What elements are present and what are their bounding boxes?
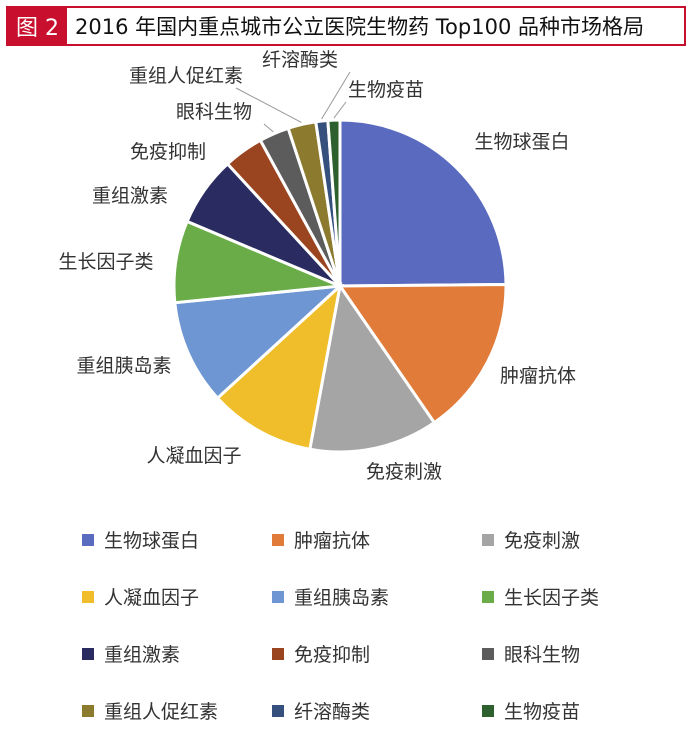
leader-line <box>321 71 351 120</box>
pie-slice <box>326 118 342 287</box>
legend-item: 肿瘤抗体 <box>272 526 370 553</box>
slice-label: 生物球蛋白 <box>474 131 569 153</box>
legend-item: 重组人促红素 <box>82 697 218 724</box>
slice-label: 免疫刺激 <box>366 461 442 483</box>
slice-label: 免疫抑制 <box>130 141 206 163</box>
chart-title: 2016 年国内重点城市公立医院生物药 Top100 品种市场格局 <box>75 15 644 39</box>
legend-label: 生长因子类 <box>504 587 600 609</box>
legend-swatch <box>482 533 494 546</box>
legend-swatch <box>272 647 284 660</box>
figure-number-tag: 图 2 <box>8 8 67 44</box>
slice-label: 眼科生物 <box>176 101 252 123</box>
legend-label: 免疫刺激 <box>504 530 581 552</box>
legend-item: 重组激素 <box>82 640 180 667</box>
legend-swatch <box>272 533 284 546</box>
legend-swatch <box>82 704 94 717</box>
legend-label: 重组胰岛素 <box>294 587 390 609</box>
legend-label: 肿瘤抗体 <box>294 530 371 552</box>
legend-label: 重组激素 <box>104 644 181 666</box>
legend-item: 免疫刺激 <box>482 526 580 553</box>
legend-label: 生物疫苗 <box>504 701 581 723</box>
slice-label: 重组人促红素 <box>129 65 243 87</box>
legend-swatch <box>82 647 94 660</box>
legend-swatch <box>272 590 284 603</box>
legend-item: 生物球蛋白 <box>82 526 199 553</box>
slice-label: 人凝血因子 <box>146 445 241 467</box>
legend-item: 眼科生物 <box>482 640 580 667</box>
legend-item: 重组胰岛素 <box>272 583 389 610</box>
slice-label: 重组激素 <box>92 185 168 207</box>
legend-label: 眼科生物 <box>504 644 581 666</box>
legend-label: 重组人促红素 <box>104 701 219 723</box>
slice-label: 重组胰岛素 <box>76 355 171 377</box>
legend-swatch <box>482 704 494 717</box>
pie-slice <box>308 282 437 454</box>
legend-item: 生物疫苗 <box>482 697 580 724</box>
legend-swatch <box>82 533 94 546</box>
slice-label: 肿瘤抗体 <box>500 365 576 387</box>
legend-item: 纤溶酶类 <box>272 697 370 724</box>
pie-slice <box>215 281 343 451</box>
legend-label: 免疫抑制 <box>294 644 371 666</box>
legend-label: 生物球蛋白 <box>104 530 200 552</box>
pie-slice <box>173 284 345 401</box>
legend-swatch <box>482 647 494 660</box>
legend-swatch <box>272 704 284 717</box>
legend-label: 纤溶酶类 <box>294 701 371 723</box>
legend-item: 生长因子类 <box>482 583 599 610</box>
leader-line <box>235 87 302 123</box>
legend-label: 人凝血因子 <box>104 587 200 609</box>
slice-label: 生物疫苗 <box>348 79 424 101</box>
leader-line <box>263 123 274 133</box>
pie-slice <box>338 118 508 288</box>
figure-header: 图 2 2016 年国内重点城市公立医院生物药 Top100 品种市场格局 <box>6 6 686 46</box>
legend-item: 免疫抑制 <box>272 640 370 667</box>
legend-item: 人凝血因子 <box>82 583 199 610</box>
slice-label: 生长因子类 <box>58 251 153 273</box>
slice-label: 纤溶酶类 <box>262 49 338 71</box>
leader-line <box>333 101 347 119</box>
legend-swatch <box>482 590 494 603</box>
pie-slice <box>337 282 508 425</box>
legend-swatch <box>82 590 94 603</box>
